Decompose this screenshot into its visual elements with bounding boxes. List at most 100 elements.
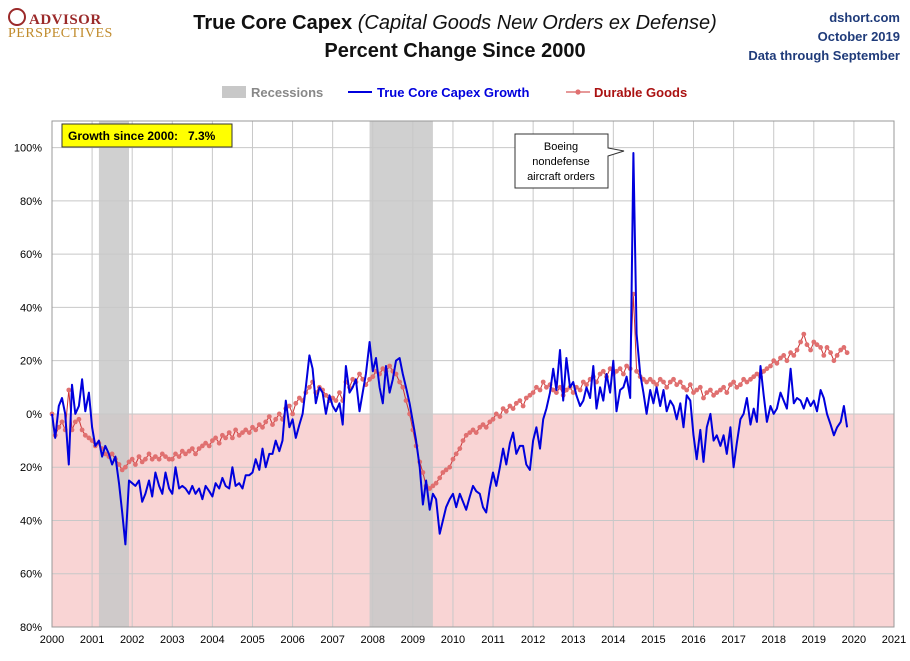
durable-goods-point (66, 387, 72, 393)
y-tick-label: 0% (26, 409, 42, 421)
durable-goods-point (520, 403, 526, 409)
durable-goods-point (600, 368, 606, 374)
durable-goods-point (447, 464, 453, 470)
y-tick-label: 40% (20, 515, 42, 527)
boeing-annotation: Boeing nondefense aircraft orders (514, 133, 625, 189)
durable-goods-point (116, 462, 122, 467)
durable-goods-point (677, 379, 683, 385)
durable-goods-point (287, 403, 292, 409)
durable-goods-point (260, 424, 265, 430)
x-tick-label: 2011 (481, 634, 505, 646)
durable-goods-point (671, 376, 676, 382)
legend-durable-marker (575, 89, 581, 95)
durable-goods-point (751, 374, 757, 380)
durable-goods-point (744, 379, 750, 385)
y-tick-label: 100% (14, 143, 42, 155)
durable-goods-point (380, 366, 386, 372)
annotation-box (514, 133, 625, 189)
durable-goods-point (297, 395, 302, 401)
durable-goods-point (119, 467, 125, 473)
durable-goods-point (667, 379, 673, 385)
x-tick-label: 2006 (280, 634, 304, 646)
durable-goods-point (397, 379, 402, 385)
source-info: dshort.com October 2019 Data through Sep… (748, 8, 900, 65)
durable-goods-point (240, 430, 245, 435)
durable-goods-point (497, 414, 503, 419)
durable-goods-point (738, 382, 743, 388)
durable-goods-point (163, 454, 168, 459)
durable-goods-point (450, 456, 456, 462)
durable-goods-point (220, 432, 225, 438)
durable-goods-point (621, 371, 626, 377)
x-tick-label: 2010 (441, 634, 465, 646)
durable-goods-point (798, 339, 803, 345)
durable-goods-point (681, 384, 686, 390)
durable-goods-point (697, 384, 703, 390)
durable-goods-point (367, 376, 372, 382)
durable-goods-point (453, 451, 459, 457)
durable-goods-point (433, 480, 439, 486)
durable-goods-point (437, 475, 443, 481)
durable-goods-point (721, 384, 726, 390)
y-tick-label: 60% (20, 569, 42, 581)
durable-goods-point (193, 451, 198, 457)
durable-goods-point (133, 462, 138, 467)
durable-goods-point (764, 366, 770, 372)
durable-goods-point (457, 446, 463, 451)
durable-goods-point (146, 451, 152, 457)
series-layer (49, 152, 850, 546)
durable-goods-point (801, 331, 807, 337)
durable-goods-point (276, 411, 282, 417)
durable-goods-point (754, 371, 760, 377)
durable-goods-point (56, 424, 62, 430)
durable-goods-point (537, 387, 543, 393)
durable-goods-point (570, 390, 576, 395)
durable-goods-point (664, 384, 670, 390)
durable-goods-point (841, 345, 847, 350)
durable-goods-point (109, 451, 115, 457)
durable-goods-point (554, 390, 559, 395)
durable-goods-point (634, 368, 639, 374)
durable-goods-point (544, 384, 549, 390)
durable-goods-point (507, 403, 513, 409)
durable-goods-point (473, 430, 479, 435)
durable-goods-point (196, 446, 202, 451)
durable-goods-point (236, 432, 242, 438)
durable-goods-point (153, 454, 158, 459)
durable-goods-point (59, 419, 65, 425)
durable-goods-point (216, 440, 222, 446)
durable-goods-point (76, 416, 82, 422)
durable-goods-point (246, 430, 252, 435)
durable-goods-point (513, 400, 519, 406)
durable-goods-point (811, 339, 817, 345)
durable-goods-point (704, 390, 710, 395)
legend-durable-label: Durable Goods (594, 85, 687, 100)
durable-goods-point (266, 414, 272, 419)
durable-goods-point (126, 459, 132, 465)
durable-goods-point (307, 384, 312, 390)
durable-goods-point (427, 486, 433, 491)
x-tick-label: 2019 (802, 634, 826, 646)
durable-goods-point (333, 398, 339, 403)
durable-goods-point (794, 347, 800, 353)
durable-goods-point (808, 347, 813, 353)
durable-goods-point (263, 419, 269, 425)
x-tick-label: 2007 (320, 634, 344, 646)
legend: Recessions True Core Capex Growth Durabl… (222, 85, 687, 100)
durable-goods-point (644, 379, 649, 385)
durable-goods-point (143, 456, 148, 462)
durable-goods-point (788, 350, 793, 356)
chart-title: True Core Capex (Capital Goods New Order… (0, 12, 910, 35)
durable-goods-point (183, 451, 188, 457)
durable-goods-point (72, 419, 78, 425)
durable-goods-point (186, 448, 192, 454)
durable-goods-point (243, 427, 249, 433)
durable-goods-point (771, 358, 777, 364)
durable-goods-point (694, 387, 700, 393)
durable-goods-point (814, 342, 820, 348)
x-tick-label: 2008 (361, 634, 385, 646)
durable-goods-point (357, 371, 362, 377)
durable-goods-point (824, 345, 830, 350)
title-main: True Core Capex (193, 12, 353, 34)
